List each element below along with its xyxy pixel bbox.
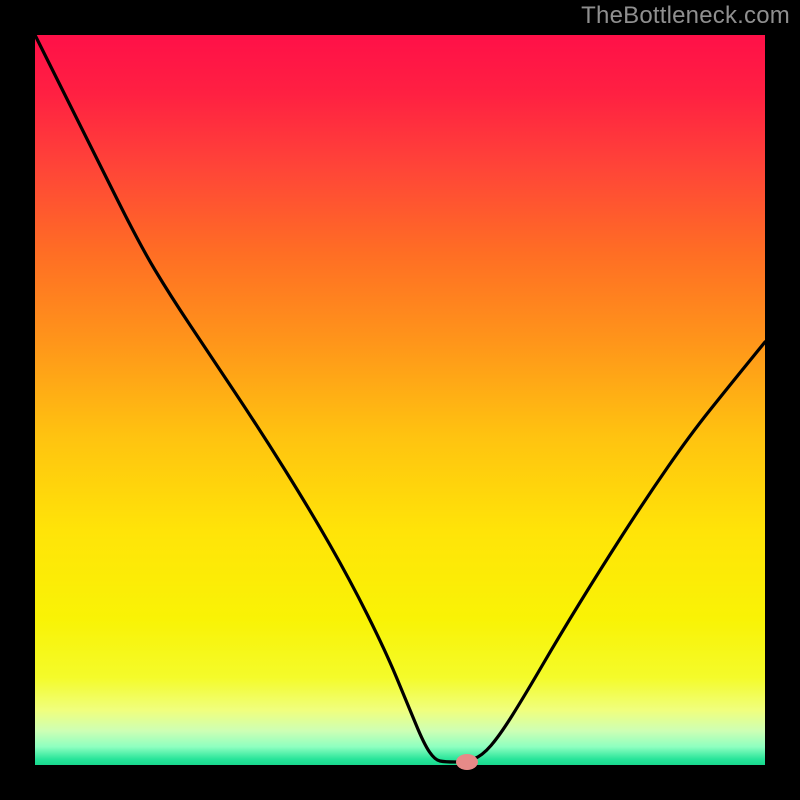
optimal-marker (456, 754, 478, 770)
bottleneck-chart (0, 0, 800, 800)
watermark-text: TheBottleneck.com (581, 2, 790, 30)
plot-background (35, 35, 765, 765)
